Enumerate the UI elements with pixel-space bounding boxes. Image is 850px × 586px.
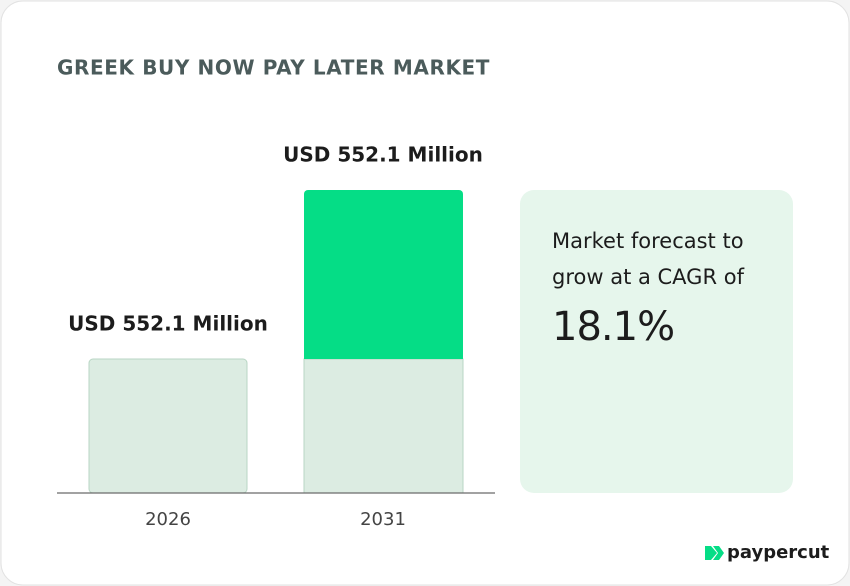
brand-logo (705, 546, 724, 560)
year-label: 2031 (360, 509, 406, 530)
callout-text: Market forecast to (552, 229, 744, 253)
callout-figure: 18.1% (552, 304, 674, 350)
bar-2031-growth-fill (304, 350, 463, 359)
bar-2031-growth (304, 190, 463, 359)
title: GREEK BUY NOW PAY LATER MARKET (57, 56, 490, 80)
year-label: 2026 (145, 509, 191, 530)
bar-2026 (88, 358, 248, 494)
bar-label: USD 552.1 Million (68, 312, 268, 336)
callout-text: grow at a CAGR of (552, 265, 745, 289)
bar-label: USD 552.1 Million (283, 143, 483, 167)
callout-box (520, 190, 793, 493)
brand-name: paypercut (727, 542, 830, 563)
bar-2031-base (303, 358, 464, 494)
